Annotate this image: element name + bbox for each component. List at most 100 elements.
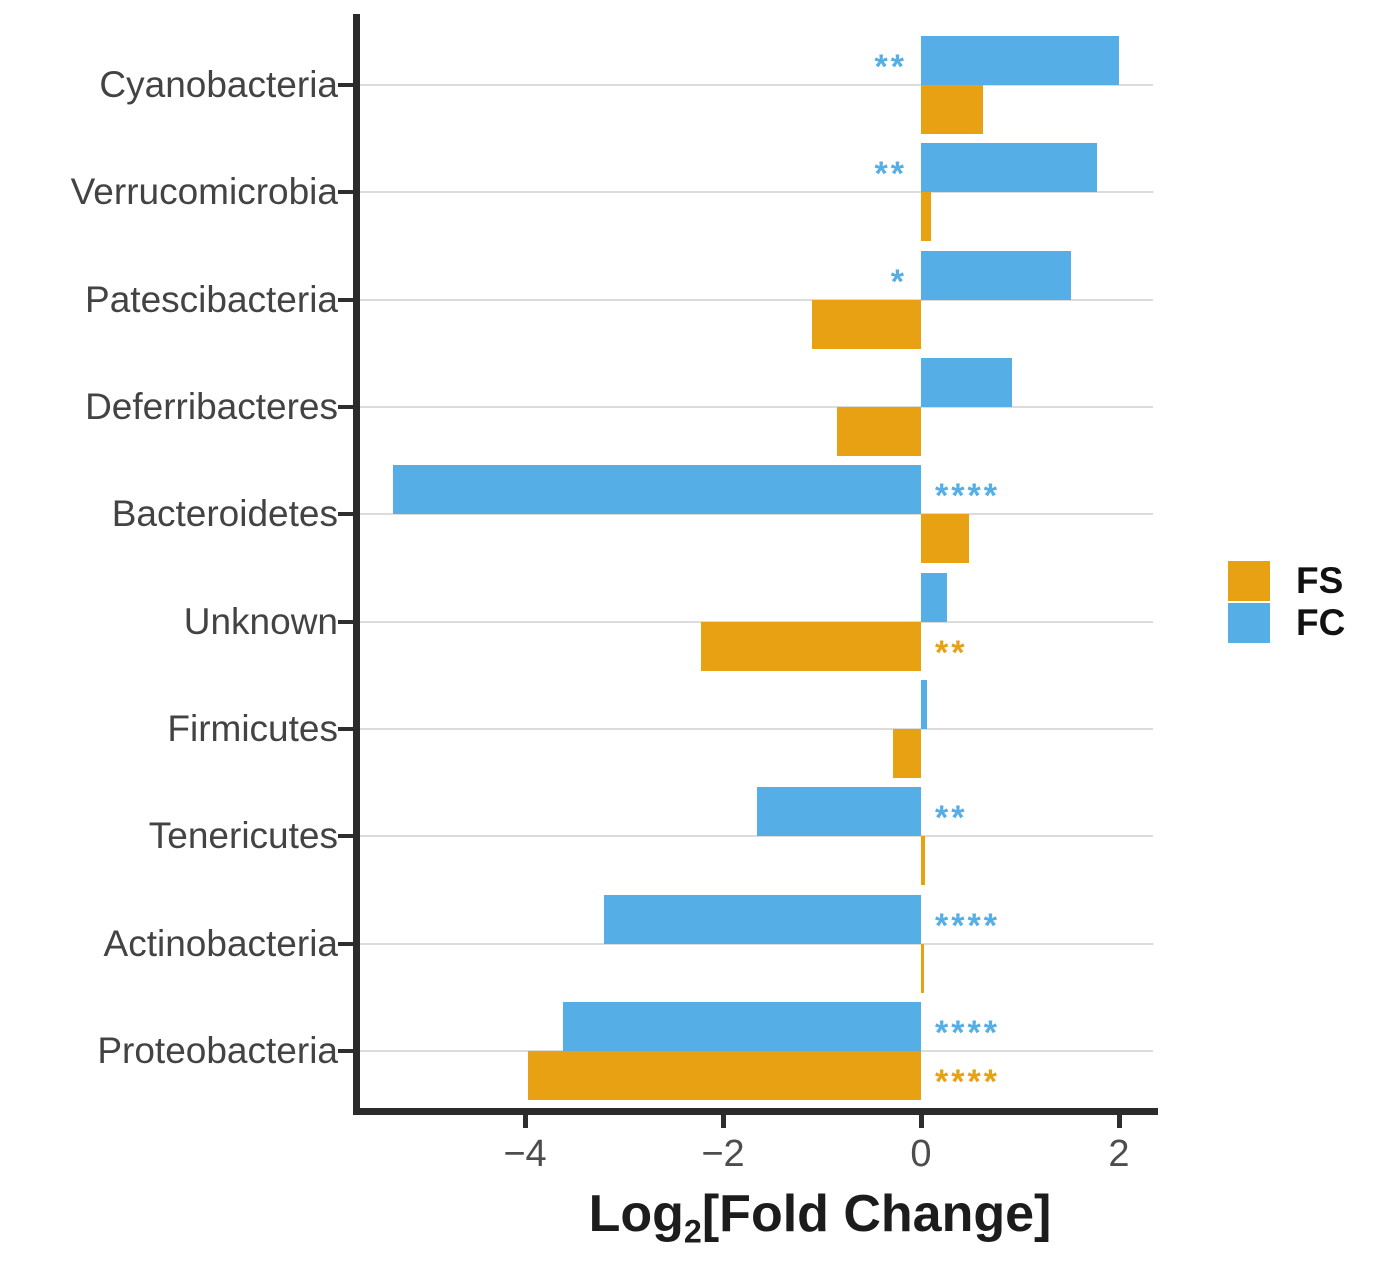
x-axis-tick [919, 1115, 924, 1128]
significance-stars: ** [751, 36, 907, 86]
bar-fc [921, 250, 1072, 300]
significance-stars-text: **** [935, 477, 1000, 516]
bar-fc [921, 36, 1119, 85]
bar-fs [836, 406, 921, 456]
category-label: Deferribacteres [0, 383, 338, 431]
category-label: Unknown [0, 598, 338, 646]
y-axis-tick [338, 190, 353, 195]
category-label: Verrucomicrobia [0, 168, 338, 216]
category-label: Proteobacteria [0, 1027, 338, 1075]
gridline [360, 942, 1153, 945]
y-axis-tick [338, 512, 353, 517]
significance-stars: **** [935, 465, 1091, 516]
bar-fs [921, 943, 924, 993]
category-label-text: Tenericutes [148, 815, 338, 857]
bar-fc [921, 143, 1098, 193]
significance-stars-text: ** [874, 155, 907, 194]
significance-stars-text: **** [935, 1062, 1000, 1101]
significance-stars-text: * [890, 262, 907, 301]
significance-stars: * [751, 251, 907, 301]
category-label-text: Proteobacteria [97, 1029, 338, 1071]
category-label: Actinobacteria [0, 920, 338, 968]
bar-fc [921, 572, 947, 622]
legend-entry-fs: FS [1228, 560, 1345, 602]
category-label-text: Actinobacteria [103, 922, 338, 964]
legend-swatch-fc [1228, 603, 1270, 643]
y-axis-tick [338, 941, 353, 946]
category-label-text: Deferribacteres [85, 385, 338, 427]
x-axis-tick [523, 1115, 528, 1128]
gridline [360, 727, 1153, 730]
x-axis-title-subscript: 2 [683, 1213, 702, 1250]
category-label-text: Firmicutes [167, 707, 338, 749]
significance-stars: ** [935, 622, 1091, 672]
significance-stars-text: ** [935, 799, 968, 838]
y-axis-tick [338, 726, 353, 731]
legend-label-fs: FS [1296, 560, 1344, 601]
category-label-text: Bacteroidetes [111, 493, 338, 535]
y-axis-tick [338, 404, 353, 409]
x-axis-tick-label: 0 [851, 1133, 991, 1176]
significance-stars: **** [935, 895, 1091, 945]
gridline [360, 298, 1153, 301]
legend-label-fc: FC [1296, 602, 1346, 643]
x-axis-tick-label-text: −2 [701, 1133, 745, 1175]
bar-fc [562, 1001, 921, 1051]
x-axis-tick-label-text: 0 [910, 1133, 932, 1175]
significance-stars-text: **** [935, 1013, 1000, 1052]
bar-fs [921, 85, 984, 134]
category-label-text: Unknown [183, 600, 338, 642]
x-axis-tick-label-text: −4 [503, 1133, 547, 1175]
x-axis-tick-label-text: 2 [1108, 1133, 1130, 1175]
legend: FS FC [1228, 560, 1345, 644]
significance-stars-text: ** [935, 633, 968, 672]
significance-stars: ** [751, 143, 907, 194]
legend-swatch-fs [1228, 561, 1270, 601]
bar-fc [604, 894, 921, 944]
x-axis-tick-label: −4 [455, 1133, 595, 1176]
x-axis-tick [1117, 1115, 1122, 1128]
significance-stars-text: ** [874, 48, 907, 86]
bar-fc [921, 679, 927, 729]
x-axis-title-suffix: [Fold Change] [701, 1185, 1052, 1243]
significance-stars: ** [935, 787, 1091, 838]
x-axis-tick-label: 2 [1049, 1133, 1189, 1176]
category-label: Firmicutes [0, 705, 338, 753]
gridline [360, 835, 1153, 838]
x-axis-line [353, 1108, 1158, 1115]
x-axis-title-prefix: Log [588, 1185, 684, 1243]
x-axis-tick-label: −2 [653, 1133, 793, 1176]
y-axis-tick [338, 297, 353, 302]
category-label: Cyanobacteria [0, 61, 338, 109]
y-axis-tick [338, 1048, 353, 1053]
bar-fc [756, 787, 921, 837]
significance-stars-text: **** [935, 906, 1000, 945]
y-axis-tick [338, 619, 353, 624]
bar-fs [812, 299, 921, 349]
legend-entry-fc: FC [1228, 602, 1345, 644]
bar-fs [921, 514, 969, 564]
bar-fs [893, 728, 921, 778]
x-axis-title: Log2[Fold Change] [520, 1184, 1120, 1250]
category-label-text: Verrucomicrobia [70, 171, 338, 213]
bar-fc [393, 465, 921, 515]
x-axis-tick [721, 1115, 726, 1128]
category-label-text: Patescibacteria [85, 278, 338, 320]
bar-fc [921, 357, 1013, 407]
bar-fs [527, 1050, 921, 1100]
y-axis-tick [338, 83, 353, 87]
y-axis-line [353, 14, 360, 1115]
category-label: Patescibacteria [0, 276, 338, 324]
gridline [360, 405, 1153, 408]
significance-stars: **** [935, 1002, 1091, 1052]
y-axis-tick [338, 834, 353, 839]
significance-stars: **** [935, 1051, 1091, 1101]
bar-fs [921, 192, 931, 242]
gridline [360, 191, 1153, 194]
bar-fs [921, 836, 925, 886]
gridline [360, 84, 1153, 86]
category-label-text: Cyanobacteria [99, 64, 338, 105]
bar-fs [701, 621, 921, 671]
